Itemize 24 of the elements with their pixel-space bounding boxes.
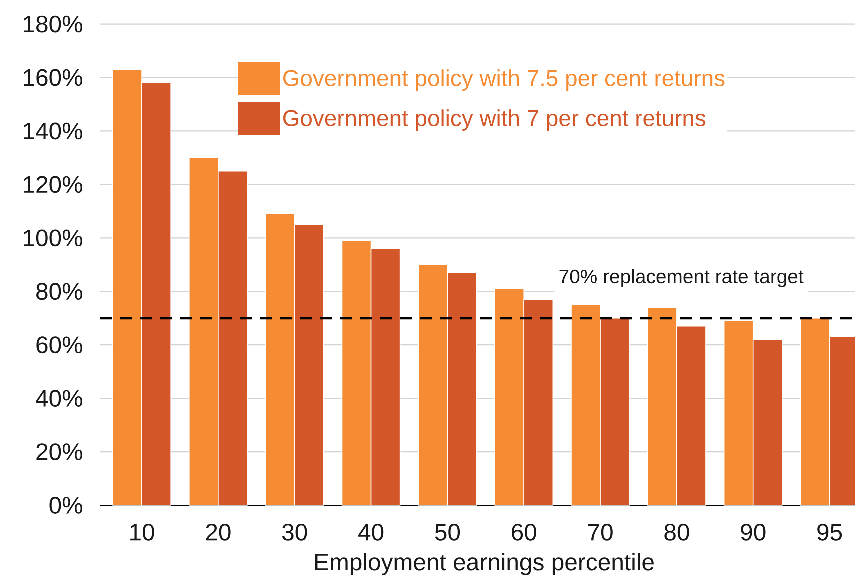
y-tick-label: 140% [24, 122, 82, 140]
x-axis-title: Employment earnings percentile [315, 553, 654, 575]
x-tick-label: 40 [358, 524, 384, 541]
y-tick-label: 20% [36, 444, 82, 460]
y-tick-label: 0% [50, 497, 82, 514]
x-tick-label: 70 [588, 524, 613, 541]
x-tick-label: 30 [282, 524, 308, 541]
x-tick-label: 95 [818, 524, 842, 541]
legend-label: Government policy with 7 per cent returns [284, 110, 706, 132]
x-tick-label: 50 [435, 524, 460, 541]
x-tick-label: 10 [130, 524, 154, 541]
ref-line-label: 70% replacement rate target [560, 269, 804, 288]
y-tick-label: 180% [24, 16, 82, 33]
legend-label: Government policy with 7.5 per cent returns [284, 70, 725, 92]
x-tick-label: 80 [664, 524, 690, 541]
y-tick-label: 40% [36, 390, 82, 408]
y-tick-label: 60% [36, 336, 82, 354]
y-tick-label: 80% [36, 283, 82, 300]
y-tick-label: 160% [24, 69, 82, 86]
x-tick-label: 60 [512, 524, 536, 541]
x-tick-label: 90 [741, 524, 766, 541]
y-tick-label: 120% [24, 176, 82, 194]
x-tick-label: 20 [206, 524, 231, 541]
y-tick-label: 100% [24, 230, 82, 247]
